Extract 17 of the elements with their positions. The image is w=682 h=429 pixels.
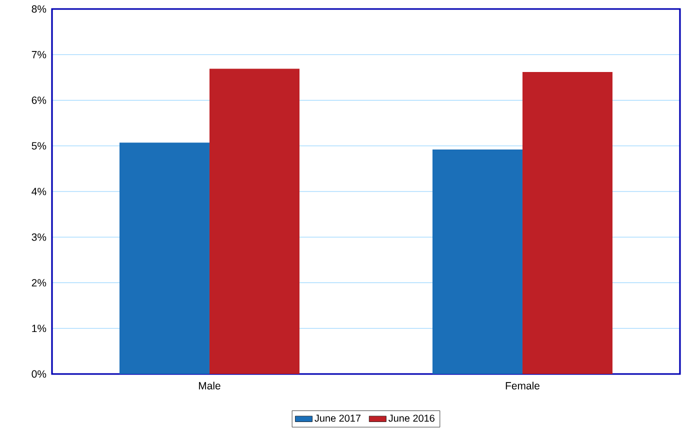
bar [522, 72, 612, 374]
y-tick-label: 8% [32, 5, 46, 13]
y-tick-label: 7% [32, 50, 46, 58]
y-tick-label: 0% [32, 370, 46, 378]
y-tick-label: 1% [32, 324, 46, 332]
legend-label: June 2016 [388, 414, 434, 422]
x-tick-label: Female [506, 382, 540, 390]
x-tick-label: Male [199, 382, 220, 390]
bar [209, 68, 300, 374]
y-tick-label: 6% [32, 96, 46, 104]
bar [119, 142, 210, 374]
y-tick-label: 4% [32, 188, 46, 196]
y-tick-label: 3% [32, 233, 46, 241]
bar [432, 150, 522, 374]
y-tick-label: 5% [32, 142, 46, 150]
y-tick-label: 2% [32, 279, 46, 286]
legend-label: June 2017 [314, 414, 360, 422]
